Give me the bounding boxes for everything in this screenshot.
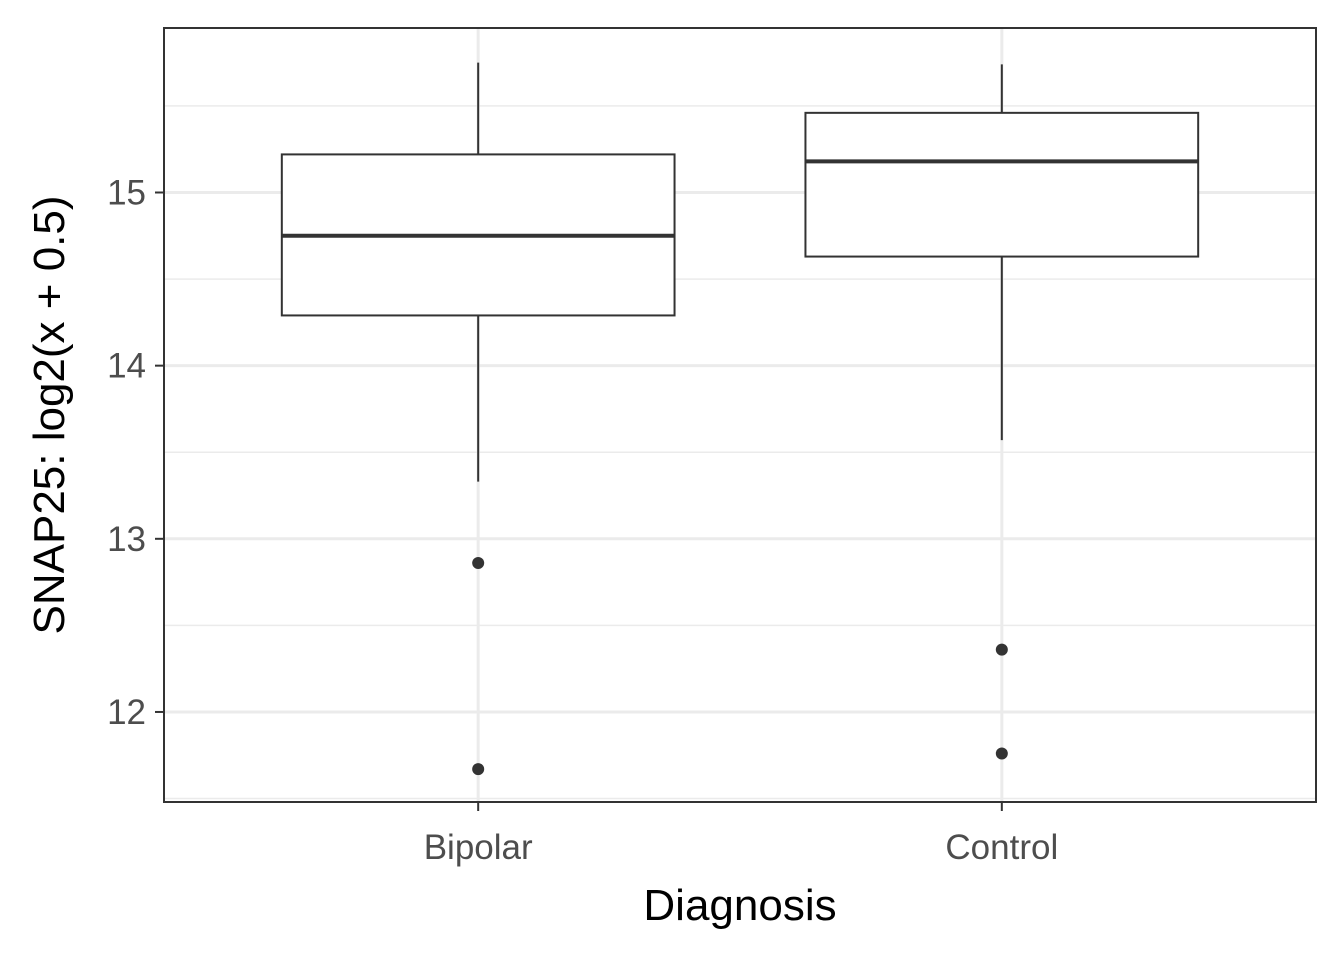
- outlier-point: [472, 557, 485, 570]
- y-axis-title: SNAP25: log2(x + 0.5): [25, 195, 74, 634]
- panel-border: [163, 27, 1317, 803]
- y-tick-label: 13: [107, 520, 146, 559]
- x-axis-title: Diagnosis: [643, 881, 836, 930]
- outlier-point: [995, 747, 1008, 760]
- box-group-control: [804, 64, 1200, 760]
- box-iqr: [804, 111, 1200, 258]
- outlier-point: [995, 643, 1008, 656]
- x-tick-label: Control: [945, 828, 1058, 867]
- boxes: [280, 62, 1200, 776]
- axes: 12 13 14 15 Bipolar Control: [107, 173, 1058, 867]
- y-tick-label: 15: [107, 173, 146, 212]
- y-tick-label: 14: [107, 347, 146, 386]
- x-tick-label: Bipolar: [424, 828, 533, 867]
- box-group-bipolar: [280, 62, 676, 776]
- outlier-point: [472, 763, 485, 776]
- y-tick-label: 12: [107, 693, 146, 732]
